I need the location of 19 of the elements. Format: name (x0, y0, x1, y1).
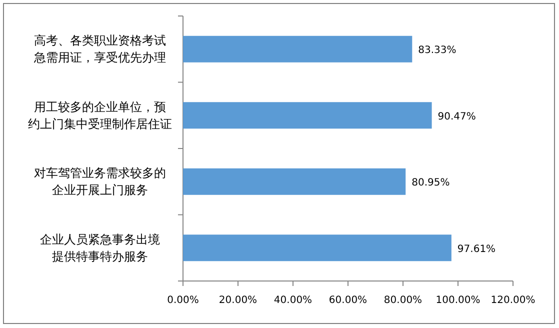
data-label: 83.33% (418, 45, 456, 56)
x-tick-label: 0.00% (167, 295, 199, 306)
y-tick-label: 高考、各类职业资格考试急需用证，享受优先办理 (33, 34, 166, 65)
data-label: 90.47% (438, 111, 476, 122)
bar (183, 168, 406, 195)
data-label: 97.61% (457, 244, 496, 255)
y-tick-label: 企业人员紧急事务出境提供特事特办服务 (40, 232, 160, 264)
x-tick-label: 60.00% (328, 295, 368, 306)
bar (183, 36, 412, 62)
x-tick-label: 80.00% (384, 295, 422, 306)
bar (183, 234, 452, 262)
y-tick-label: 用工较多的企业单位，预约上门集中受理制作居住证 (28, 100, 172, 131)
x-tick-label: 100.00% (436, 295, 480, 306)
y-tick-label: 对车驾管业务需求较多的企业开展上门服务 (34, 166, 166, 198)
data-label: 80.95% (412, 178, 450, 189)
x-tick-label: 40.00% (274, 295, 312, 306)
x-tick-label: 20.00% (218, 295, 258, 306)
bar (183, 102, 432, 129)
x-tick-label: 120.00% (490, 295, 536, 306)
